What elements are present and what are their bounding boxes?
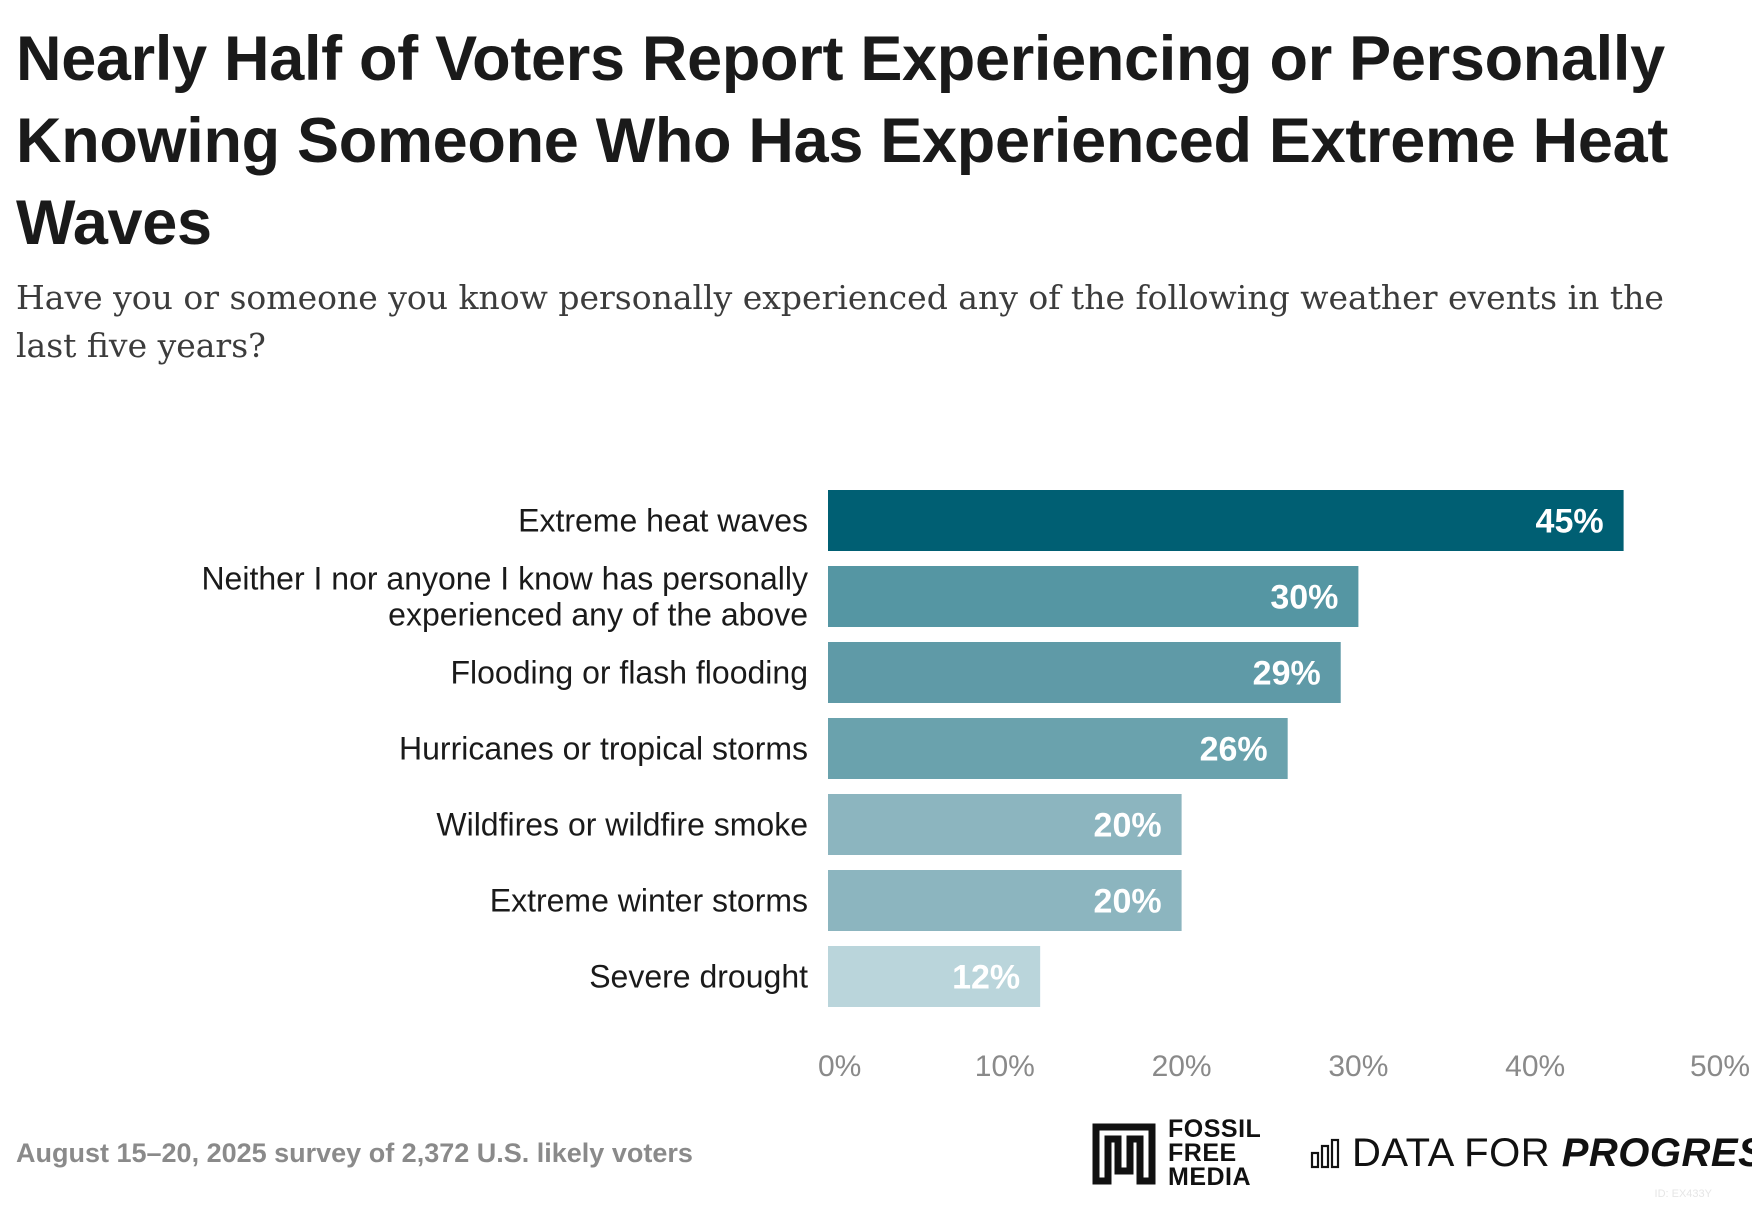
category-label-0-0: Extreme heat waves (518, 503, 808, 539)
bar-2 (828, 642, 1341, 703)
value-label-6: 12% (952, 959, 1020, 997)
x-tick-label-2: 20% (1152, 1050, 1212, 1083)
x-tick-label-5: 50% (1690, 1050, 1750, 1083)
category-label-5-0: Extreme winter storms (490, 883, 808, 919)
bar-3 (828, 718, 1288, 779)
category-label-6-0: Severe drought (589, 959, 808, 995)
x-tick-label-3: 30% (1328, 1050, 1388, 1083)
bar-chart-icon (1310, 1138, 1340, 1169)
category-label-2-0: Flooding or flash flooding (450, 655, 808, 691)
category-label-1-0: Neither I nor anyone I know has personal… (201, 561, 808, 597)
chart-subtitle: Have you or someone you know personally … (16, 278, 1664, 365)
bar-chart: 45% Extreme heat waves 30% Neither I nor an… (201, 490, 1750, 1083)
ffm-line: MEDIA (1168, 1163, 1252, 1191)
value-label-5: 20% (1094, 883, 1162, 921)
fossil-free-media-icon (1092, 1123, 1156, 1185)
dfp-bold: PROGRESS (1561, 1130, 1752, 1175)
category-label-1-1: experienced any of the above (388, 597, 808, 633)
fossil-free-media-wordmark: FOSSIL FREE MEDIA (1168, 1115, 1262, 1191)
category-label-4-0: Wildfires or wildfire smoke (436, 807, 808, 843)
bar-4 (828, 794, 1182, 855)
value-label-1: 30% (1270, 579, 1338, 617)
ffm-line: FREE (1168, 1139, 1237, 1167)
dfp-plain: DATA FOR (1352, 1130, 1562, 1175)
x-tick-label-4: 40% (1505, 1050, 1565, 1083)
bar-5 (828, 870, 1182, 931)
x-tick-label-1: 10% (975, 1050, 1035, 1083)
value-label-3: 26% (1200, 731, 1268, 769)
data-for-progress-wordmark: DATA FOR PROGRESS (1352, 1131, 1752, 1176)
value-label-0: 45% (1536, 503, 1604, 541)
source-note: August 15–20, 2025 survey of 2,372 U.S. … (16, 1138, 693, 1168)
bar-0 (828, 490, 1624, 551)
fossil-free-media-logo: FOSSIL FREE MEDIA (1092, 1115, 1262, 1191)
data-for-progress-logo: DATA FOR PROGRESS (1310, 1128, 1752, 1178)
bar-1 (828, 566, 1359, 627)
value-label-4: 20% (1094, 807, 1162, 845)
chart-title: Nearly Half of Voters Report Experiencin… (16, 24, 1668, 258)
category-label-3-0: Hurricanes or tropical storms (399, 731, 808, 767)
x-tick-label-0: 0% (818, 1050, 861, 1083)
ffm-line: FOSSIL (1168, 1115, 1262, 1143)
chart-id: ID: EX433Y (1654, 1188, 1712, 1200)
bar-6 (828, 946, 1041, 1007)
value-label-2: 29% (1253, 655, 1321, 693)
